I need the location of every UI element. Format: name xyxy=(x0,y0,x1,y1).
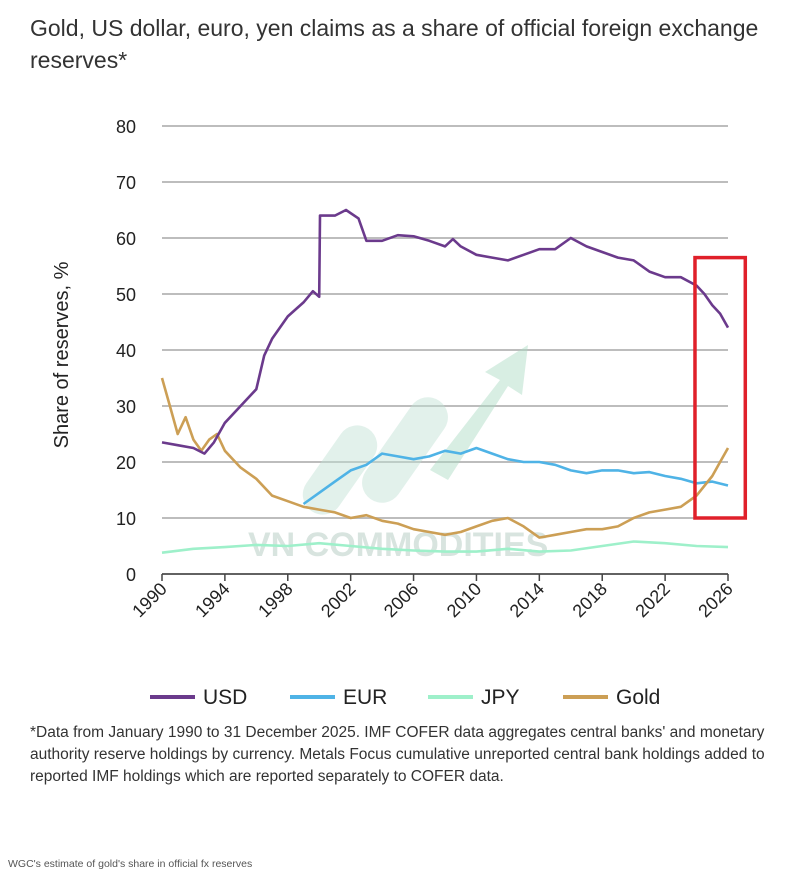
watermark-arrow xyxy=(430,345,528,480)
y-tick-label: 20 xyxy=(116,453,136,473)
x-tick-label: 2010 xyxy=(443,579,485,621)
y-tick-label: 60 xyxy=(116,229,136,249)
highlight-box xyxy=(693,255,748,520)
x-axis-ticks: 1990 1994 1998 2002 2006 2010 2014 2018 2022 2026 xyxy=(128,574,737,621)
y-tick-label: 30 xyxy=(116,397,136,417)
watermark-bar-2 xyxy=(362,397,448,503)
series-line-eur xyxy=(302,446,729,506)
y-axis-label: Share of reserves, % xyxy=(51,261,73,448)
y-tick-label: 10 xyxy=(116,509,136,529)
y-tick-label: 0 xyxy=(126,565,136,585)
y-tick-label: 80 xyxy=(116,117,136,137)
series-line-jpy xyxy=(161,540,729,554)
x-tick-label: 2026 xyxy=(694,579,736,621)
legend-label-usd: USD xyxy=(203,686,247,709)
y-tick-label: 70 xyxy=(116,173,136,193)
x-tick-label: 2006 xyxy=(380,579,422,621)
x-tick-label: 2002 xyxy=(317,579,359,621)
legend-label-eur: EUR xyxy=(343,686,387,709)
series-line-gold xyxy=(160,377,730,539)
x-tick-label: 1998 xyxy=(254,579,296,621)
x-tick-label: 1990 xyxy=(128,579,170,621)
legend-label-gold: Gold xyxy=(616,686,660,709)
x-tick-label: 1994 xyxy=(191,579,233,621)
gridlines xyxy=(162,125,728,575)
series-lines xyxy=(160,208,730,554)
x-tick-label: 2022 xyxy=(631,579,673,621)
y-tick-label: 40 xyxy=(116,341,136,361)
legend: USD EUR JPY Gold xyxy=(150,686,660,709)
x-tick-label: 2014 xyxy=(506,579,548,621)
footnote: *Data from January 1990 to 31 December 2… xyxy=(30,724,765,785)
image-caption: WGC's estimate of gold's share in offici… xyxy=(8,858,253,870)
x-tick-label: 2018 xyxy=(569,579,611,621)
chart-title: Gold, US dollar, euro, yen claims as a s… xyxy=(30,15,759,73)
watermark: VN COMMODITIES xyxy=(248,345,548,564)
legend-label-jpy: JPY xyxy=(481,686,520,709)
y-axis-ticks: 0 10 20 30 40 50 60 70 80 xyxy=(116,117,136,585)
series-line-usd xyxy=(161,208,730,455)
y-tick-label: 50 xyxy=(116,285,136,305)
